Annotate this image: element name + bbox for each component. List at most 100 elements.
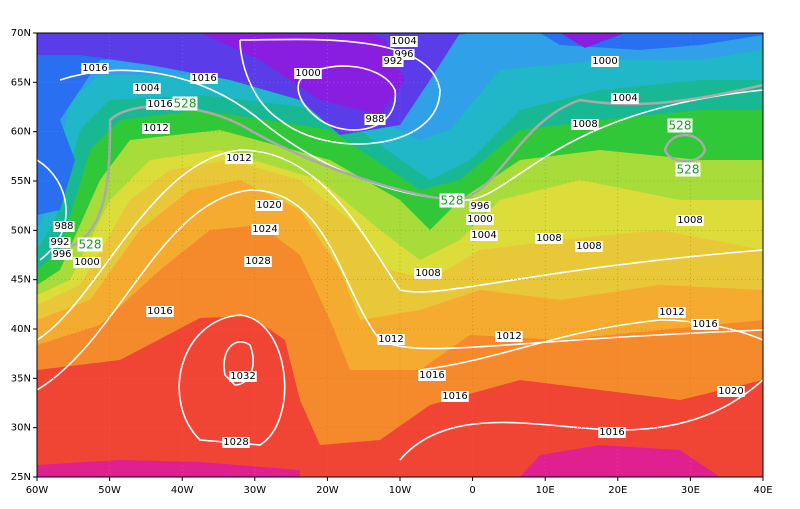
label-box (414, 268, 442, 279)
contour-label: 1012 (143, 123, 168, 134)
lat-label: 65N (11, 77, 31, 88)
contour-label: 1028 (223, 437, 248, 448)
contour-label: 1016 (147, 99, 172, 110)
contour-label: 1016 (419, 370, 444, 381)
lat-label: 35N (11, 373, 31, 384)
band (560, 33, 625, 48)
lon-label: 30W (243, 485, 266, 496)
lon-label: 60W (26, 485, 49, 496)
contour-label: 1008 (576, 241, 601, 252)
label-box (49, 237, 71, 248)
contour-label: 1000 (467, 214, 492, 225)
label-box (469, 201, 491, 212)
label-box (390, 36, 418, 47)
lat-label: 25N (11, 472, 31, 483)
contour-label: 1000 (295, 68, 320, 79)
label-box (611, 93, 639, 104)
label-box (251, 224, 279, 235)
lon-label: 30E (681, 485, 700, 496)
contour-label: 1008 (536, 233, 561, 244)
label-box (418, 370, 446, 381)
label-box (495, 331, 523, 342)
label-box (229, 371, 257, 382)
label-box (77, 237, 103, 252)
label-box (255, 200, 283, 211)
contour-label: 1004 (612, 93, 637, 104)
lon-label: 40W (171, 485, 194, 496)
lat-label: 45N (11, 275, 31, 286)
label-box (172, 96, 198, 111)
thickness-line (59, 83, 763, 252)
isobar (223, 341, 254, 386)
label-box (691, 319, 719, 330)
label-box (294, 68, 322, 79)
contour-label: 1004 (391, 36, 416, 47)
lat-label: 70N (11, 28, 31, 39)
contour-label: 1016 (599, 427, 624, 438)
lat-label: 60N (11, 127, 31, 138)
lon-label: 0 (469, 485, 475, 496)
isobar (37, 149, 763, 341)
band (37, 460, 300, 477)
contour-label: 1012 (659, 307, 684, 318)
label-box (675, 162, 701, 177)
thickness-label: 528 (677, 163, 700, 177)
label-box (73, 257, 101, 268)
contour-label: 992 (383, 56, 402, 67)
contour-label: 988 (54, 221, 73, 232)
thickness-label: 528 (669, 119, 692, 133)
isobar (37, 159, 67, 261)
label-box (591, 56, 619, 67)
label-box (146, 99, 174, 110)
lat-label: 55N (11, 176, 31, 187)
label-box (133, 83, 161, 94)
label-box (51, 249, 73, 260)
contour-label: 1024 (252, 224, 277, 235)
label-box (439, 193, 465, 208)
label-box (575, 241, 603, 252)
contour-label: 1028 (245, 256, 270, 267)
label-box (658, 307, 686, 318)
lat-label: 40N (11, 324, 31, 335)
contour-label: 992 (50, 237, 69, 248)
label-box (470, 230, 498, 241)
contour-label: 1016 (191, 73, 216, 84)
lon-label: 40E (753, 485, 772, 496)
lon-label: 20W (316, 485, 339, 496)
contour-label: 1020 (256, 200, 281, 211)
label-box (244, 256, 272, 267)
label-box (466, 214, 494, 225)
isobar (239, 38, 441, 145)
contour-label: 1016 (442, 391, 467, 402)
isobar (419, 319, 763, 371)
contour-label: 1008 (677, 215, 702, 226)
label-box (190, 73, 218, 84)
label-box (571, 119, 599, 130)
lat-label: 50N (11, 225, 31, 236)
contour-label: 1012 (226, 153, 251, 164)
labels: 70N 65N 60N 55N 50N 45N 40N 35N 30N 25N 60W 50W 40W 3… (11, 28, 773, 496)
label-box (146, 306, 174, 317)
lon-label: 50W (98, 485, 121, 496)
label-box (364, 114, 386, 125)
contour-label: 996 (394, 49, 413, 60)
label-box (225, 153, 253, 164)
contour-label: 1016 (147, 306, 172, 317)
contour-label: 988 (365, 114, 384, 125)
label-box (393, 49, 415, 60)
label-box (598, 427, 626, 438)
label-box (53, 221, 75, 232)
field (37, 33, 763, 477)
contour-label: 1000 (74, 257, 99, 268)
band (520, 445, 720, 477)
thickness-label: 528 (79, 238, 102, 252)
label-box (717, 386, 745, 397)
label-box (142, 123, 170, 134)
contour-label: 1008 (572, 119, 597, 130)
contour-label: 996 (52, 249, 71, 260)
thickness-line (663, 133, 707, 163)
contour-label: 996 (470, 201, 489, 212)
contour-label: 1016 (692, 319, 717, 330)
label-box (676, 215, 704, 226)
